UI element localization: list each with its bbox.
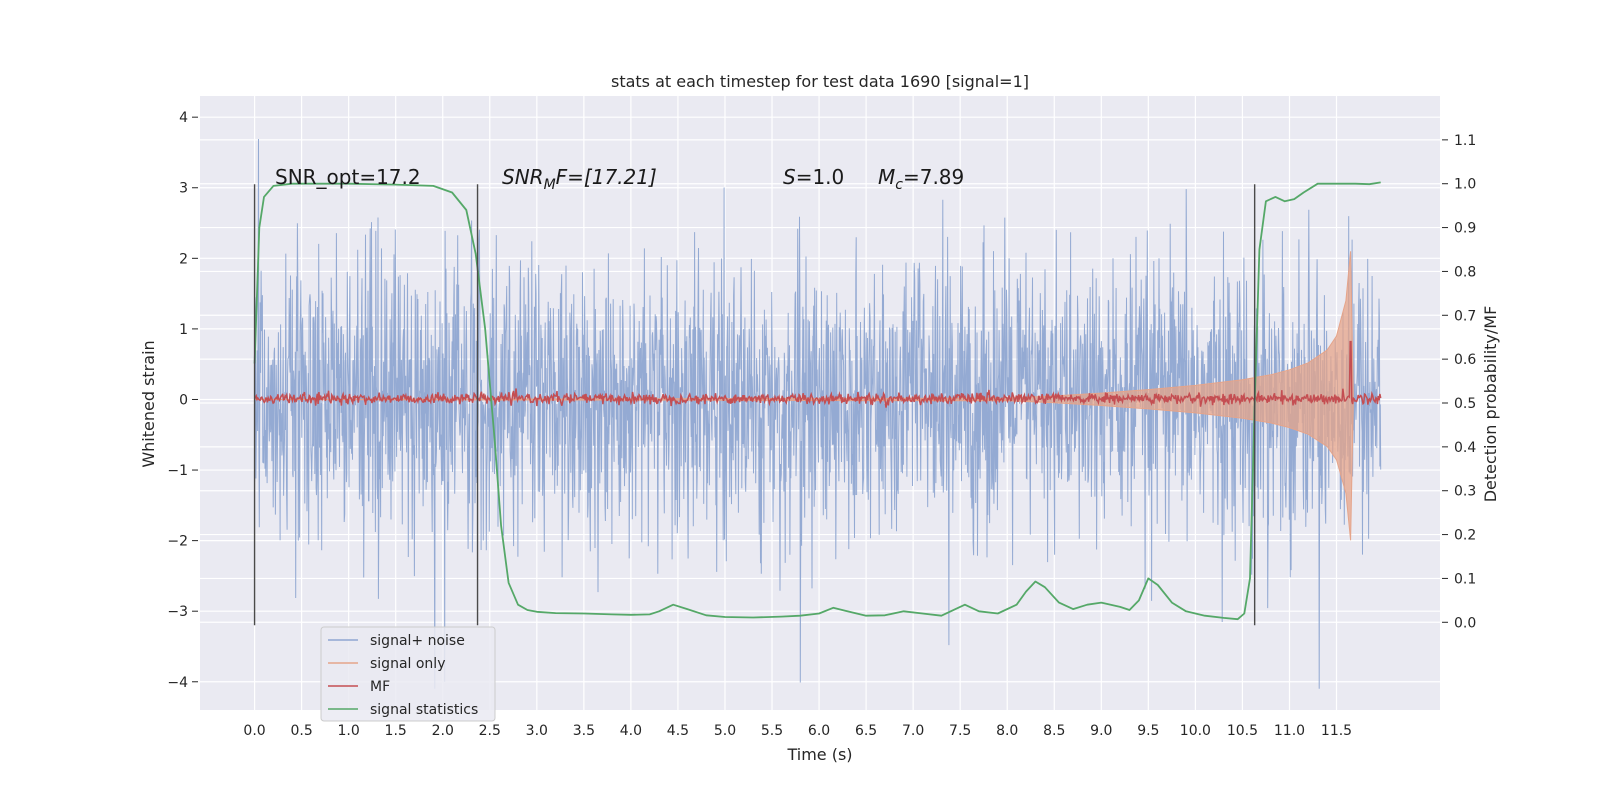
x-tick-label: 4.0 [620,723,642,739]
chart-title: stats at each timestep for test data 169… [611,72,1029,91]
series-layer [253,138,1382,689]
y-tick-label-left: 3 [179,181,188,197]
annotation-s-main: S [783,165,796,189]
x-tick-label: 1.5 [385,723,407,739]
x-tick-label: 9.5 [1137,723,1159,739]
legend-box [320,626,496,722]
x-tick-label: 3.5 [573,723,595,739]
y-tick-label-right: 0.6 [1454,352,1476,368]
y-tick-label-right: 1.0 [1454,177,1476,193]
x-tick-label: 3.0 [526,723,548,739]
x-tick-label: 8.5 [1043,723,1065,739]
y-tick-label-left: −1 [167,463,188,479]
tick-labels: 0.0 0.5 1.0 1.5 2.0 2.5 3.0 3.5 4.0 4.5 5.0 5.5 6.0 6… [167,110,1476,739]
x-tick-label: 2.0 [432,723,454,739]
y-tick-label-right: 0.3 [1454,484,1476,500]
x-tick-label: 7.5 [949,723,971,739]
y-tick-label-right: 0.8 [1454,264,1476,280]
x-tick-label: 7.0 [902,723,924,739]
x-tick-label: 0.0 [243,723,265,739]
x-tick-label: 6.5 [855,723,877,739]
x-tick-label: 6.0 [808,723,830,739]
x-tick-label: 11.0 [1274,723,1305,739]
annotation-snr-opt: SNR_opt=17.2 [275,165,421,189]
x-axis-label: Time (s) [786,745,852,764]
annotation-snr-mf-sub: M [544,177,556,193]
series-mf [253,340,1382,408]
y-tick-label-left: −2 [167,534,188,550]
annotation-snr-mf-rest: F=[17.21] [556,165,657,189]
x-tick-label: 4.5 [667,723,689,739]
annotation-mc-main: M [878,165,895,189]
x-tick-label: 0.5 [290,723,312,739]
x-tick-label: 5.5 [761,723,783,739]
legend-label-signal-statistics: signal statistics [370,702,478,718]
x-tick-label: 1.0 [338,723,360,739]
annotation-s-rest: =1.0 [796,165,845,189]
legend-label-signal-only: signal only [370,656,445,672]
y-tick-label-left: 4 [179,110,188,126]
series-signal-noise [254,138,1382,689]
annotation-snr-mf: SNRMF=[17.21] [502,165,657,193]
y-tick-label-left: 0 [179,392,188,408]
x-tick-label: 9.0 [1090,723,1112,739]
legend: signal+ noise signal only MF signal stat… [320,626,496,722]
x-tick-label: 5.0 [714,723,736,739]
x-tick-label: 10.5 [1227,723,1258,739]
y-axis-label-right: Detection probability/MF [1481,306,1500,503]
annotation-snr-mf-main: SNR [502,165,544,189]
y-tick-label-left: −3 [167,604,188,620]
annotation-mc: Mc=7.89 [878,165,964,193]
y-tick-label-left: 1 [179,322,188,338]
y-tick-label-right: 0.7 [1454,308,1476,324]
x-tick-label: 11.5 [1321,723,1352,739]
x-tick-label: 2.5 [479,723,501,739]
annotation-mc-sub: c [895,177,903,193]
y-tick-label-right: 0.0 [1454,615,1476,631]
y-tick-label-left: −4 [167,675,188,691]
y-tick-label-right: 0.9 [1454,221,1476,237]
y-tick-label-right: 1.1 [1454,133,1476,149]
y-tick-label-right: 0.5 [1454,396,1476,412]
y-axis-label-left: Whitened strain [139,340,158,467]
annotation-mc-rest: =7.89 [903,165,964,189]
annotation-s: S=1.0 [783,165,844,189]
vertical-markers [253,184,1256,626]
legend-label-mf: MF [370,679,390,695]
series-signal-statistics [253,181,1381,621]
y-tick-label-right: 0.1 [1454,571,1476,587]
x-tick-label: 8.0 [996,723,1018,739]
y-tick-label-left: 2 [179,251,188,267]
y-tick-label-right: 0.4 [1454,440,1476,456]
legend-label-signal-noise: signal+ noise [370,633,465,649]
x-tick-label: 10.0 [1180,723,1211,739]
y-tick-label-right: 0.2 [1454,528,1476,544]
